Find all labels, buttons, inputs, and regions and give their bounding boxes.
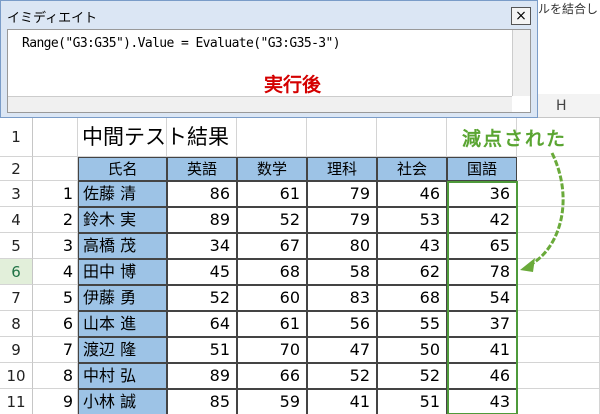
- row-number: 3: [33, 233, 78, 259]
- score: 56: [307, 311, 377, 337]
- score: 43: [377, 233, 447, 259]
- column-heading: 英語: [167, 157, 237, 181]
- command: Range("G3:G35").Value = Evaluate("G3:G35…: [22, 36, 341, 51]
- column-letter: H: [556, 98, 567, 114]
- ribbon-text: ルを結合し: [538, 2, 599, 16]
- score: 60: [237, 285, 307, 311]
- row-header: 10: [0, 363, 33, 389]
- cell: [33, 157, 78, 181]
- v-scrollbar[interactable]: [512, 30, 530, 96]
- name: 田中 博: [78, 259, 167, 285]
- cell: [307, 118, 377, 157]
- row-number: 5: [33, 285, 78, 311]
- h-scrollbar[interactable]: [8, 96, 512, 112]
- row-header: 5: [0, 233, 33, 259]
- immediate-window: イミディエイト × Range("G3:G35").Value = Evalua…: [0, 0, 538, 118]
- score: 68: [237, 259, 307, 285]
- row-number: 2: [33, 207, 78, 233]
- name: 渡辺 隆: [78, 337, 167, 363]
- name: 伊藤 勇: [78, 285, 167, 311]
- sheet-title: 中間テスト結果: [78, 118, 258, 157]
- row-header: 4: [0, 207, 33, 233]
- score: 52: [237, 207, 307, 233]
- score: 52: [377, 363, 447, 389]
- score: 83: [307, 285, 377, 311]
- title-bar: イミディエイト ×: [1, 1, 537, 29]
- score: 62: [377, 259, 447, 285]
- score: 89: [167, 363, 237, 389]
- row-number: 6: [33, 311, 78, 337]
- name: 高橋 茂: [78, 233, 167, 259]
- score: 45: [167, 259, 237, 285]
- row-header: 1: [0, 118, 33, 157]
- score: 79: [307, 207, 377, 233]
- score: 34: [167, 233, 237, 259]
- score: 80: [307, 233, 377, 259]
- score: 55: [377, 311, 447, 337]
- window-title: イミディエイト: [7, 11, 98, 26]
- code-area: Range("G3:G35").Value = Evaluate("G3:G35…: [7, 29, 531, 113]
- column-heading: 社会: [377, 157, 447, 181]
- arrow-line: [527, 152, 565, 268]
- score: 53: [377, 207, 447, 233]
- row-number: 7: [33, 337, 78, 363]
- row-number: 1: [33, 181, 78, 207]
- column-heading: 国語: [447, 157, 517, 181]
- ribbon: ルを結合し: [536, 0, 600, 94]
- score: 85: [167, 389, 237, 414]
- column-heading: 数学: [237, 157, 307, 181]
- row-header: 7: [0, 285, 33, 311]
- score: 64: [167, 311, 237, 337]
- score: 67: [237, 233, 307, 259]
- name: 鈴木 実: [78, 207, 167, 233]
- close-button[interactable]: ×: [511, 7, 531, 25]
- cell: [377, 118, 447, 157]
- row-number: 4: [33, 259, 78, 285]
- score: 50: [377, 337, 447, 363]
- score: 61: [237, 181, 307, 207]
- score: 61: [237, 311, 307, 337]
- score: 52: [307, 363, 377, 389]
- callout: 減点された: [462, 128, 568, 150]
- score: 46: [377, 181, 447, 207]
- row-header: 8: [0, 311, 33, 337]
- row-header: 9: [0, 337, 33, 363]
- column-heading: 氏名: [78, 157, 167, 181]
- score: 89: [167, 207, 237, 233]
- cell: [33, 118, 78, 157]
- score: 52: [167, 285, 237, 311]
- score: 51: [167, 337, 237, 363]
- cell: [237, 118, 307, 157]
- row-header: 6: [0, 259, 33, 285]
- row-number: 8: [33, 363, 78, 389]
- row-header: 11: [0, 389, 33, 414]
- arrow-head: [520, 258, 535, 272]
- score: 59: [237, 389, 307, 414]
- cell: [447, 118, 517, 157]
- score: 86: [167, 181, 237, 207]
- column-heading: 理科: [307, 157, 377, 181]
- score: 68: [377, 285, 447, 311]
- score: 66: [237, 363, 307, 389]
- score: 47: [307, 337, 377, 363]
- name: 佐藤 清: [78, 181, 167, 207]
- row-header: 2: [0, 157, 33, 181]
- score: 51: [377, 389, 447, 414]
- note: 実行後: [264, 74, 322, 96]
- score: 79: [307, 181, 377, 207]
- name: 山本 進: [78, 311, 167, 337]
- name: 中村 弘: [78, 363, 167, 389]
- row-number: 9: [33, 389, 78, 414]
- score: 41: [307, 389, 377, 414]
- row-header: 3: [0, 181, 33, 207]
- name: 小林 誠: [78, 389, 167, 414]
- score: 70: [237, 337, 307, 363]
- score: 58: [307, 259, 377, 285]
